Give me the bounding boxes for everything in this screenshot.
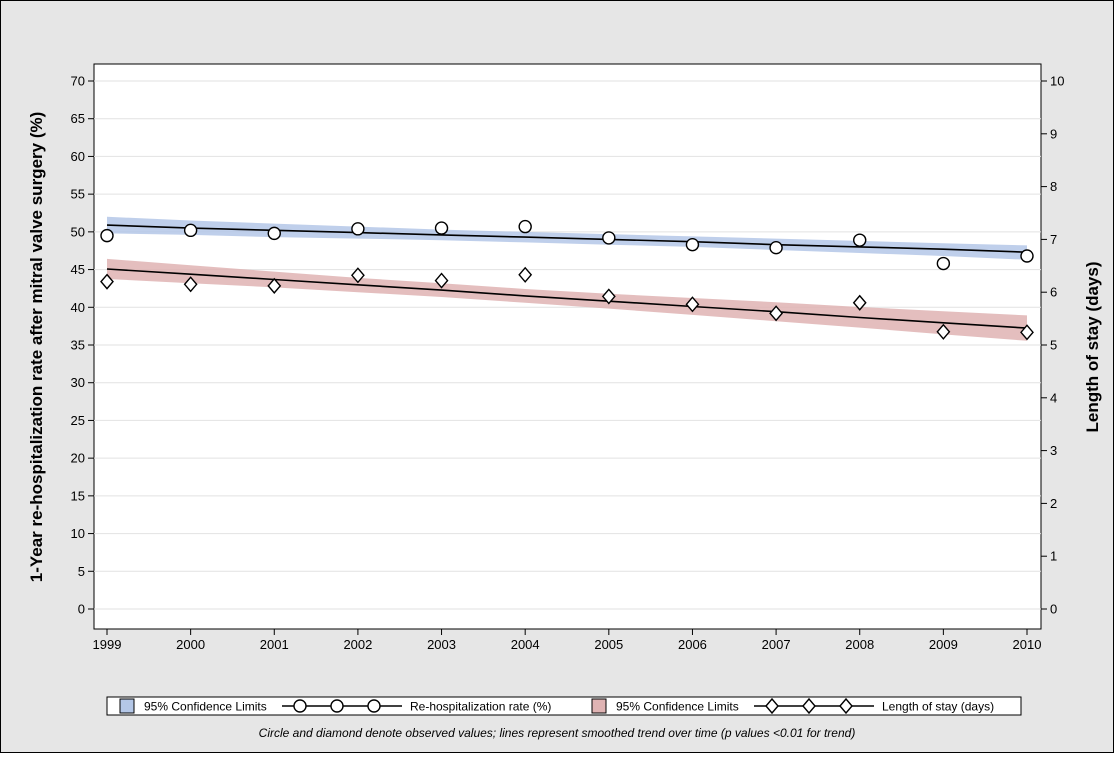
legend-swatch-band (119, 698, 135, 714)
x-axis-tick-label: 2009 (929, 637, 958, 652)
observed-circle-marker (769, 240, 783, 255)
left-axis-tick-label: 65 (71, 111, 85, 126)
left-axis-tick-label: 70 (71, 74, 85, 89)
x-axis-tick-label: 2010 (1013, 637, 1042, 652)
observed-diamond-marker (183, 276, 198, 293)
observed-markers (100, 219, 1034, 341)
observed-diamond-marker (852, 294, 867, 311)
x-axis: 1999 2000 2001 2002 2003 2004 2005 2006 2007 2008… (93, 629, 1042, 652)
legend: 95% Confidence Limits Re-hospitalization … (119, 697, 994, 715)
left-axis-tick-label: 10 (71, 526, 85, 541)
legend-label: 95% Confidence Limits (616, 700, 739, 714)
right-axis-tick-label: 6 (1050, 285, 1057, 300)
left-axis-tick-label: 20 (71, 451, 85, 466)
plot-area (93, 63, 1042, 630)
observed-circle-marker (434, 221, 449, 235)
observed-circle-marker (351, 222, 365, 236)
observed-circle-marker (936, 256, 951, 271)
legend-circle-marker (367, 699, 381, 713)
x-axis-tick-label: 1999 (93, 637, 122, 652)
right-axis-tick-label: 3 (1050, 443, 1057, 458)
left-axis-tick-label: 50 (71, 224, 85, 239)
observed-circle-marker (602, 231, 616, 245)
right-axis-tick-label: 0 (1050, 602, 1057, 617)
right-axis-title: Length of stay (days) (1083, 262, 1102, 433)
observed-circle-marker (267, 226, 281, 241)
legend-label: 95% Confidence Limits (144, 700, 267, 714)
right-axis-tick-label: 4 (1050, 390, 1057, 405)
left-axis-tick-label: 5 (78, 564, 85, 579)
confidence-band (107, 258, 1027, 341)
x-axis-tick-label: 2005 (594, 637, 623, 652)
right-axis-tick-label: 2 (1050, 496, 1057, 511)
observed-diamond-marker (267, 277, 282, 294)
observed-diamond-marker (685, 296, 700, 313)
observed-circle-marker (1020, 249, 1034, 263)
right-axis-tick-label: 5 (1050, 338, 1057, 353)
x-axis-tick-label: 2007 (762, 637, 791, 652)
observed-diamond-marker (769, 305, 784, 322)
right-axis-tick-label: 10 (1050, 74, 1064, 89)
observed-circle-marker (685, 237, 700, 252)
legend-diamond-marker (839, 697, 853, 715)
observed-circle-marker (518, 219, 532, 234)
x-axis-tick-label: 2000 (176, 637, 205, 652)
legend-label: Re-hospitalization rate (%) (410, 700, 551, 714)
left-axis-tick-label: 0 (78, 602, 85, 617)
right-axis-tick-label: 1 (1050, 549, 1057, 564)
observed-circle-marker (100, 228, 114, 243)
right-axis-tick-label: 9 (1050, 126, 1057, 141)
left-axis-tick-label: 30 (71, 375, 85, 390)
x-axis-tick-label: 2003 (427, 637, 456, 652)
observed-diamond-marker (434, 272, 449, 289)
legend-swatch-band (591, 698, 607, 714)
right-axis: 0 1 2 3 4 5 6 7 8 9 10 (1041, 74, 1064, 617)
left-axis: 0 5 10 15 20 25 30 35 40 45 50 55 60 65 70 (71, 74, 94, 617)
legend-diamond-marker (765, 697, 779, 715)
legend-circle-marker (330, 699, 344, 713)
legend-circle-marker (293, 699, 307, 713)
observed-circle-marker (853, 233, 867, 247)
left-axis-tick-label: 40 (71, 300, 85, 315)
trend-line (106, 268, 1028, 329)
trend-line (106, 224, 1028, 253)
left-axis-title: 1-Year re-hospitalization rate after mit… (27, 112, 46, 583)
observed-diamond-marker (518, 266, 533, 283)
right-axis-tick-label: 7 (1050, 232, 1057, 247)
left-axis-tick-label: 55 (71, 187, 85, 202)
left-axis-tick-label: 25 (71, 413, 85, 428)
x-axis-tick-label: 2006 (678, 637, 707, 652)
observed-diamond-marker (601, 288, 616, 305)
left-axis-tick-label: 35 (71, 338, 85, 353)
left-axis-tick-label: 60 (71, 149, 85, 164)
observed-diamond-marker (350, 267, 365, 284)
left-axis-tick-label: 45 (71, 262, 85, 277)
legend-diamond-marker (802, 697, 816, 715)
left-axis-tick-label: 15 (71, 488, 85, 503)
x-axis-tick-label: 2004 (511, 637, 540, 652)
trend-lines (106, 224, 1028, 329)
observed-circle-marker (183, 223, 198, 238)
observed-diamond-marker (100, 273, 114, 290)
observed-diamond-marker (1020, 324, 1034, 341)
legend-label: Length of stay (days) (882, 700, 994, 714)
x-axis-tick-label: 2008 (845, 637, 874, 652)
observed-diamond-marker (936, 323, 951, 340)
footnote: Circle and diamond denote observed value… (259, 726, 856, 740)
right-axis-tick-label: 8 (1050, 179, 1057, 194)
x-axis-tick-label: 2002 (343, 637, 372, 652)
x-axis-tick-label: 2001 (260, 637, 289, 652)
